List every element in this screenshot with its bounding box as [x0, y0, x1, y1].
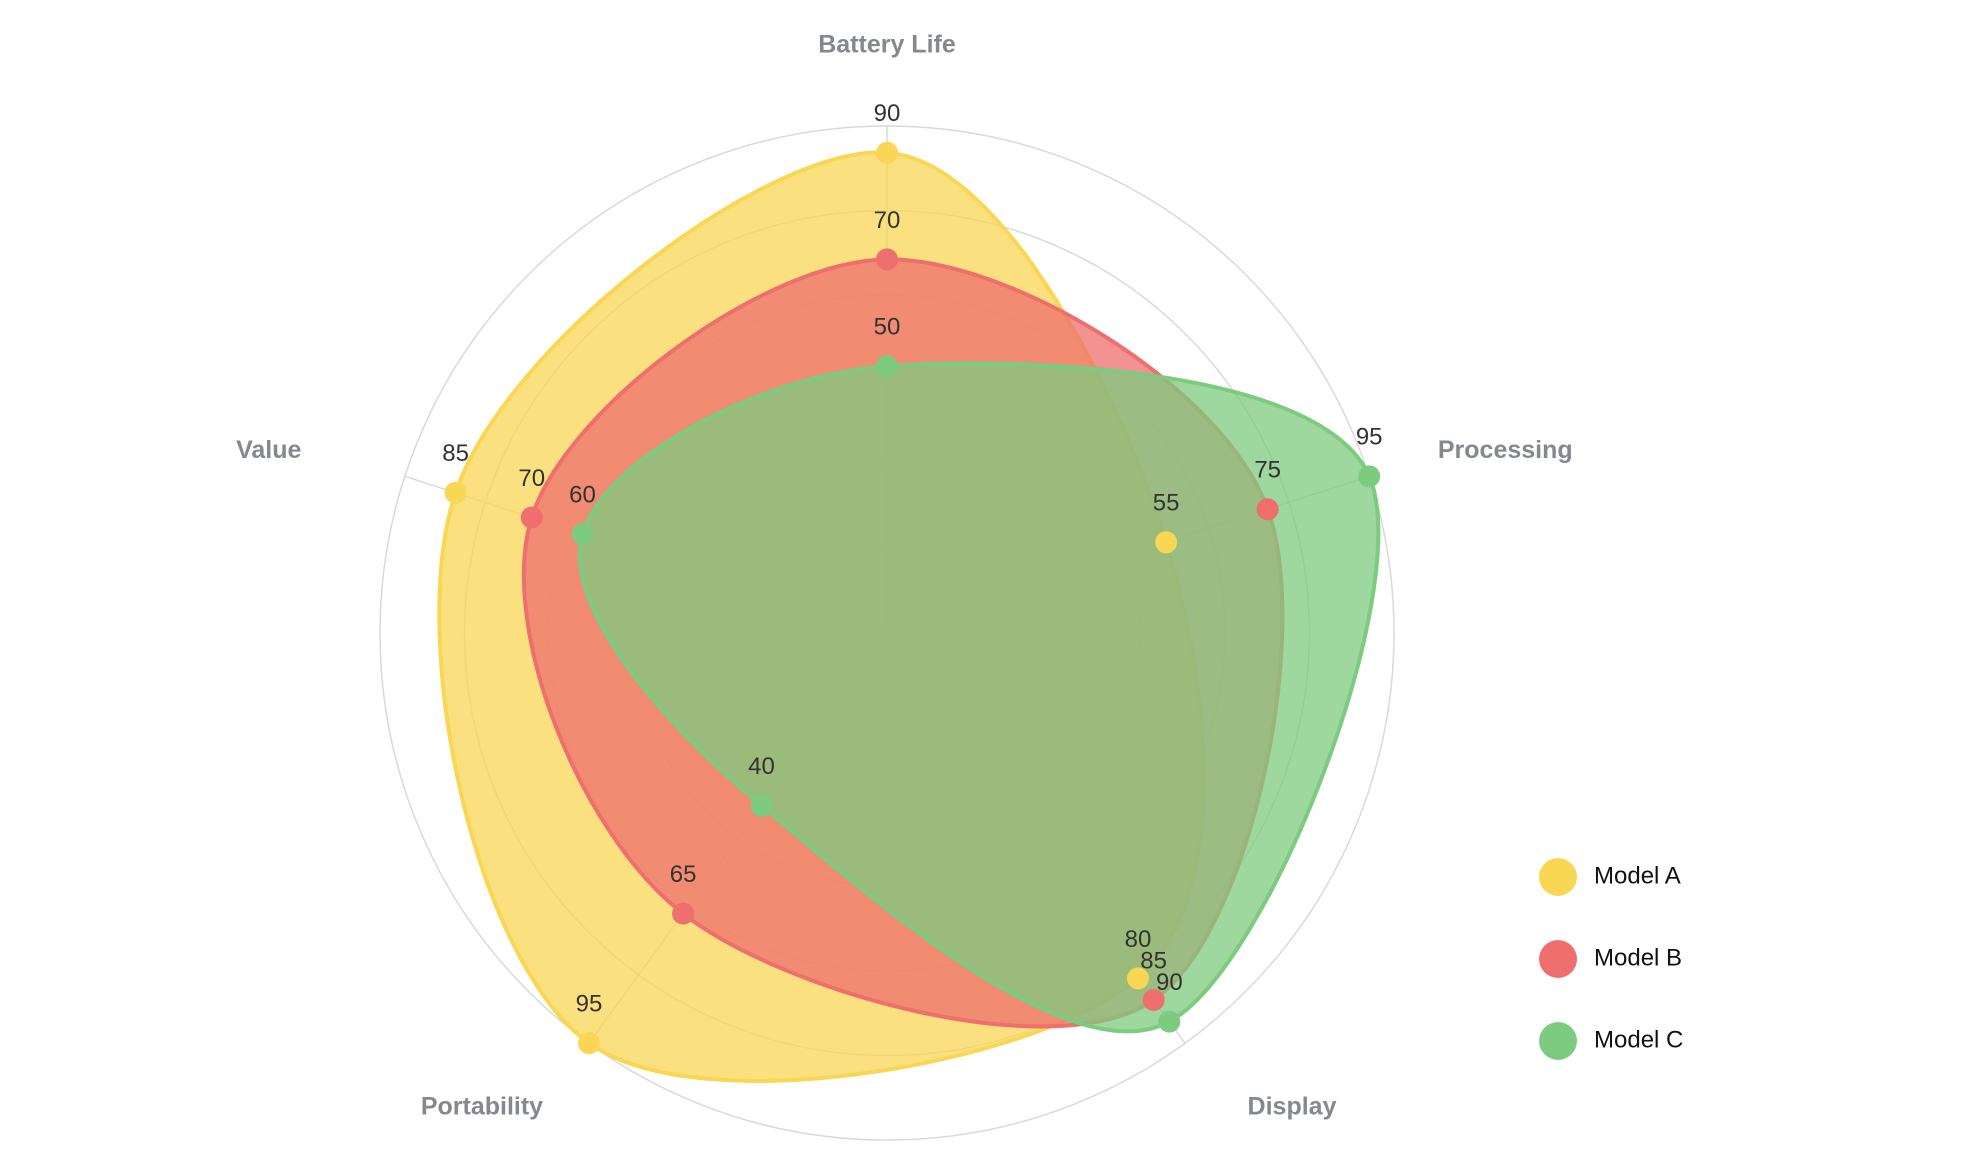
- data-label: 70: [874, 207, 901, 234]
- data-point: [1358, 465, 1381, 488]
- data-label: 55: [1153, 490, 1180, 517]
- data-label: 95: [576, 991, 603, 1018]
- axis-label: Value: [236, 436, 301, 464]
- data-point: [1142, 988, 1165, 1011]
- data-point: [876, 248, 898, 271]
- data-label: 80: [1125, 926, 1152, 953]
- legend-label: Model C: [1594, 1026, 1683, 1053]
- data-label: 95: [1356, 424, 1383, 451]
- axis-label: Battery Life: [818, 31, 956, 59]
- data-label: 40: [748, 753, 775, 780]
- data-point: [750, 794, 773, 817]
- legend-marker: [1539, 858, 1577, 896]
- data-point: [1155, 531, 1178, 554]
- data-label: 70: [518, 465, 545, 492]
- data-label: 65: [670, 861, 697, 888]
- data-point: [876, 355, 898, 378]
- axis-label: Display: [1248, 1093, 1337, 1121]
- data-point: [1126, 967, 1149, 990]
- data-point: [1158, 1010, 1181, 1033]
- legend-marker: [1539, 940, 1577, 978]
- data-point: [876, 141, 898, 164]
- data-label: 85: [1140, 947, 1167, 974]
- axis-label: Processing: [1438, 436, 1573, 464]
- data-point: [1256, 498, 1279, 521]
- data-label: 50: [874, 314, 901, 341]
- data-label: 90: [1156, 969, 1183, 996]
- data-label: 90: [874, 100, 901, 127]
- axis-label: Portability: [421, 1093, 543, 1121]
- data-label: 60: [569, 481, 596, 508]
- data-point: [571, 523, 594, 546]
- data-point: [577, 1032, 600, 1055]
- data-point: [672, 902, 695, 925]
- data-point: [520, 506, 543, 529]
- data-point: [444, 481, 467, 504]
- data-label: 85: [442, 440, 469, 467]
- legend-label: Model A: [1594, 862, 1681, 889]
- data-label: 75: [1254, 457, 1281, 484]
- legend-marker: [1539, 1022, 1577, 1060]
- legend-label: Model B: [1594, 944, 1682, 971]
